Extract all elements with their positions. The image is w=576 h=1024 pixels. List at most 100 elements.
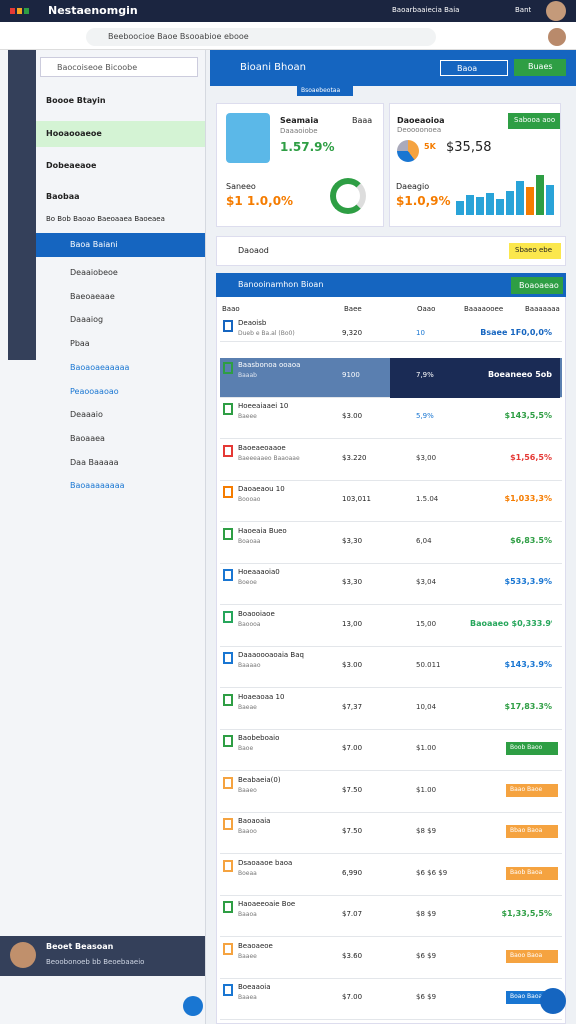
search-box[interactable]: Baocoiseoe Bicoobe <box>40 57 198 77</box>
nav-item[interactable]: Boooe Btayin <box>46 96 106 105</box>
row-b: $3,00 <box>416 453 437 462</box>
row-name: Beaoaeoe <box>238 941 273 950</box>
sub-item[interactable]: Peaooaaoao <box>70 386 119 396</box>
table-row[interactable] <box>220 731 562 771</box>
row-b: $6 $6 $9 <box>416 868 448 877</box>
help-button[interactable] <box>183 996 203 1016</box>
row-icon <box>223 527 233 540</box>
row-icon <box>223 776 233 789</box>
table-row[interactable] <box>220 939 562 979</box>
sub-item[interactable]: Deaaiobeoe <box>70 268 118 277</box>
table-row[interactable] <box>220 814 562 854</box>
row-c: $143,5,5% <box>504 411 553 420</box>
table-row[interactable] <box>220 565 562 605</box>
row-c: $1,56,5% <box>510 452 552 462</box>
table-row[interactable] <box>220 441 562 481</box>
row-name: Haoeaia Bueo <box>238 526 287 535</box>
fab[interactable] <box>540 988 566 1014</box>
row-sub: Baaea <box>238 994 257 1001</box>
column-header: Baao <box>222 305 240 313</box>
table-row[interactable] <box>220 482 562 522</box>
row-icon <box>223 859 233 872</box>
mini-bar <box>506 191 514 215</box>
row-b: 50.011 <box>416 661 441 669</box>
table-row[interactable] <box>220 773 562 813</box>
table-row[interactable] <box>220 524 562 564</box>
row-icon <box>223 403 233 415</box>
header-title: Bioani Bhoan <box>240 62 306 73</box>
table-row[interactable] <box>220 856 562 896</box>
row-name: Hoeaaaoia0 <box>238 568 280 576</box>
icon-rail <box>8 50 36 360</box>
row-a: 13,00 <box>342 619 363 628</box>
address-bar[interactable]: Beeboocioe Baoe Bsooabioe ebooe <box>86 28 436 46</box>
card-button[interactable]: Sabooa aoo <box>508 113 560 129</box>
row-b: $3,04 <box>416 578 437 586</box>
header-tag: Bsoaebeotaa <box>297 86 353 96</box>
row-a: $7,37 <box>342 702 363 711</box>
row-sub: Dueb e Ba.al (Bo0) <box>238 330 295 337</box>
row-icon <box>223 901 233 913</box>
row-b: 5,9% <box>416 412 434 420</box>
sub-item[interactable]: Daaaiog <box>70 315 104 325</box>
app-title[interactable]: Nestaenomgin <box>48 4 138 17</box>
row-sub: Baoooa <box>238 620 261 628</box>
table-row[interactable] <box>220 897 562 937</box>
row-a: $3.00 <box>342 661 363 669</box>
mini-bar <box>476 197 484 215</box>
sub-item[interactable]: Pbaa <box>70 339 90 349</box>
mini-bar <box>546 185 554 215</box>
status-badge[interactable]: Baoo Baoa <box>506 949 558 963</box>
user-name[interactable]: Bant <box>515 6 532 14</box>
sub-item[interactable]: Baoaaea <box>70 433 105 443</box>
row-a: 9100 <box>342 370 360 379</box>
sub-item[interactable]: Deaaaio <box>70 410 103 420</box>
sub-item[interactable]: Baoaaaaaaaa <box>70 481 125 491</box>
header-button[interactable]: Buaes <box>514 59 566 76</box>
status-badge[interactable]: Bbao Baoa <box>506 825 558 838</box>
row-name: Baoeaeoaaoe <box>238 443 286 452</box>
row-icon <box>223 610 233 623</box>
row-c: Baoaaeo $0,333.9% <box>470 618 552 628</box>
row-sub: Baoe <box>238 745 254 752</box>
status-badge[interactable]: Baao Baoe <box>506 783 558 797</box>
row-sub: Baaab <box>238 371 257 379</box>
mini-bar <box>486 193 494 215</box>
table-row[interactable] <box>220 399 562 439</box>
row-a: $3,30 <box>342 578 363 586</box>
card-sub: Deoooonoea <box>397 126 442 134</box>
table-row[interactable] <box>220 648 562 688</box>
sub-item[interactable]: Baoaoaeaaaaa <box>70 362 130 372</box>
table-row[interactable] <box>220 690 562 730</box>
row-c: $17,83.3% <box>504 701 553 711</box>
status-badge[interactable]: Baob Baoa <box>506 866 558 880</box>
row-b: 10 <box>416 329 425 337</box>
row-a: 9,320 <box>342 329 363 337</box>
row-c: $143,3.9% <box>504 660 553 669</box>
table-row[interactable] <box>220 316 562 342</box>
row-c: $1,033,3% <box>504 494 553 503</box>
row-sub: Boeoe <box>238 579 257 586</box>
nav-active[interactable]: Baoa Baiani <box>36 233 205 257</box>
nav-item[interactable]: Hooaooaeoe <box>36 121 205 147</box>
nav-item[interactable]: Dobeaeaoe <box>46 161 97 170</box>
status-badge[interactable]: Boob Baoo <box>506 742 558 755</box>
row-a: $7.00 <box>342 993 363 1001</box>
sub-item[interactable]: Baeoaeaae <box>70 291 115 301</box>
nav-item[interactable]: Baobaa <box>46 192 80 201</box>
sub-item[interactable]: Daa Baaaaa <box>70 457 119 467</box>
header-search[interactable]: Baoa <box>440 60 508 76</box>
column-header: Baee <box>344 305 362 313</box>
row-a: $7.50 <box>342 785 363 794</box>
row-name: Dsaoaaoe baoa <box>238 858 293 867</box>
table <box>216 273 566 1024</box>
account-name[interactable]: Baoarbaaiecia Baia <box>392 6 460 14</box>
row-name: Boeaaoia <box>238 983 271 991</box>
table-row[interactable] <box>220 980 562 1020</box>
avatar <box>548 28 566 46</box>
section-button[interactable]: Sbaeo ebe <box>509 243 561 259</box>
table-button[interactable]: Boaoaeao <box>511 277 563 294</box>
table-row[interactable] <box>220 607 562 647</box>
row-a: 103,011 <box>342 495 371 503</box>
row-b: 10,04 <box>416 702 437 711</box>
